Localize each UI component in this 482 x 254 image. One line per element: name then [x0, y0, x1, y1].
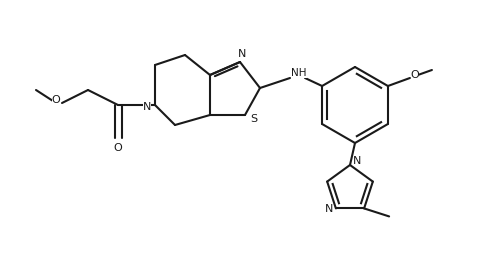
Text: N: N [238, 49, 246, 59]
Text: N: N [325, 204, 333, 214]
Text: N: N [143, 102, 151, 112]
Text: O: O [114, 143, 122, 153]
Text: N: N [353, 156, 361, 166]
Text: NH: NH [291, 68, 307, 78]
Text: O: O [52, 95, 60, 105]
Text: O: O [411, 70, 419, 80]
Text: S: S [251, 114, 257, 124]
